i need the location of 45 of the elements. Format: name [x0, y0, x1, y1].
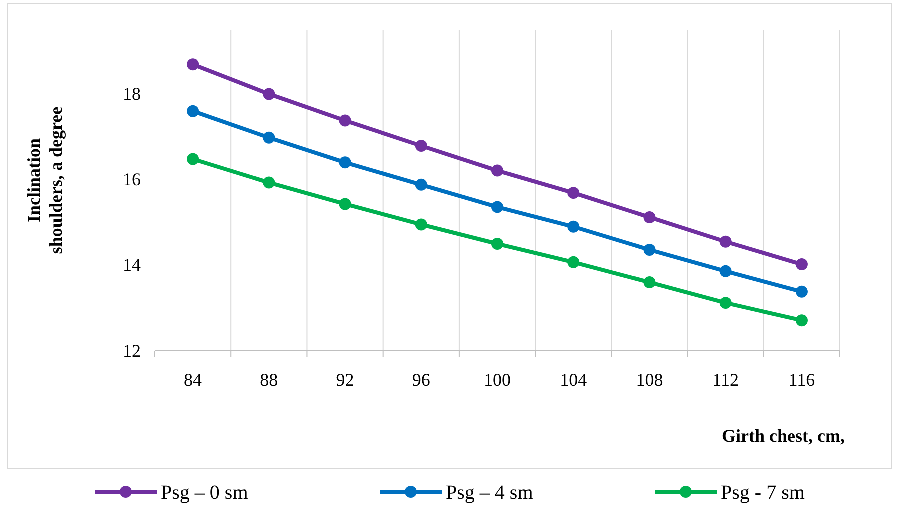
point [796, 258, 808, 271]
point [796, 286, 808, 298]
legend-label: Psg – 0 sm [161, 482, 249, 504]
point [644, 211, 656, 224]
y-axis-title: Inclination shoulders, a degree [24, 106, 66, 254]
y-tick-label: 18 [123, 84, 141, 104]
point [415, 140, 428, 152]
x-tick-label: 108 [636, 370, 664, 390]
y-tick-label: 16 [123, 170, 141, 190]
x-tick-label: 116 [788, 370, 816, 390]
point [187, 153, 200, 166]
point [492, 238, 504, 250]
point [263, 176, 276, 189]
point [644, 244, 656, 256]
x-tick-label: 100 [484, 370, 511, 390]
y-tick-label: 12 [123, 340, 141, 361]
point [720, 265, 732, 278]
point [187, 105, 200, 118]
point [568, 256, 580, 268]
point [796, 314, 808, 327]
point [415, 178, 428, 191]
point [720, 236, 732, 248]
x-tick-label: 88 [260, 370, 278, 390]
x-tick-label: 112 [712, 370, 740, 390]
point [568, 187, 580, 200]
y-tick-label: 14 [123, 255, 141, 276]
point [339, 156, 352, 169]
point [568, 220, 580, 233]
point [492, 164, 504, 177]
point [492, 201, 504, 214]
x-tick-label: 84 [184, 370, 202, 390]
legend-label: Psg – 4 sm [446, 482, 534, 504]
point [187, 58, 200, 71]
point [263, 132, 276, 144]
legend-label: Psg - 7 sm [721, 482, 806, 504]
point [339, 198, 352, 210]
x-tick-label: 96 [412, 370, 430, 390]
point [644, 276, 656, 289]
point [720, 297, 732, 310]
point [415, 218, 428, 231]
point [339, 114, 352, 127]
point [263, 88, 276, 100]
x-tick-label: 104 [560, 370, 588, 390]
x-tick-label: 92 [336, 370, 354, 390]
x-axis-title: Girth chest, cm, [722, 426, 845, 446]
